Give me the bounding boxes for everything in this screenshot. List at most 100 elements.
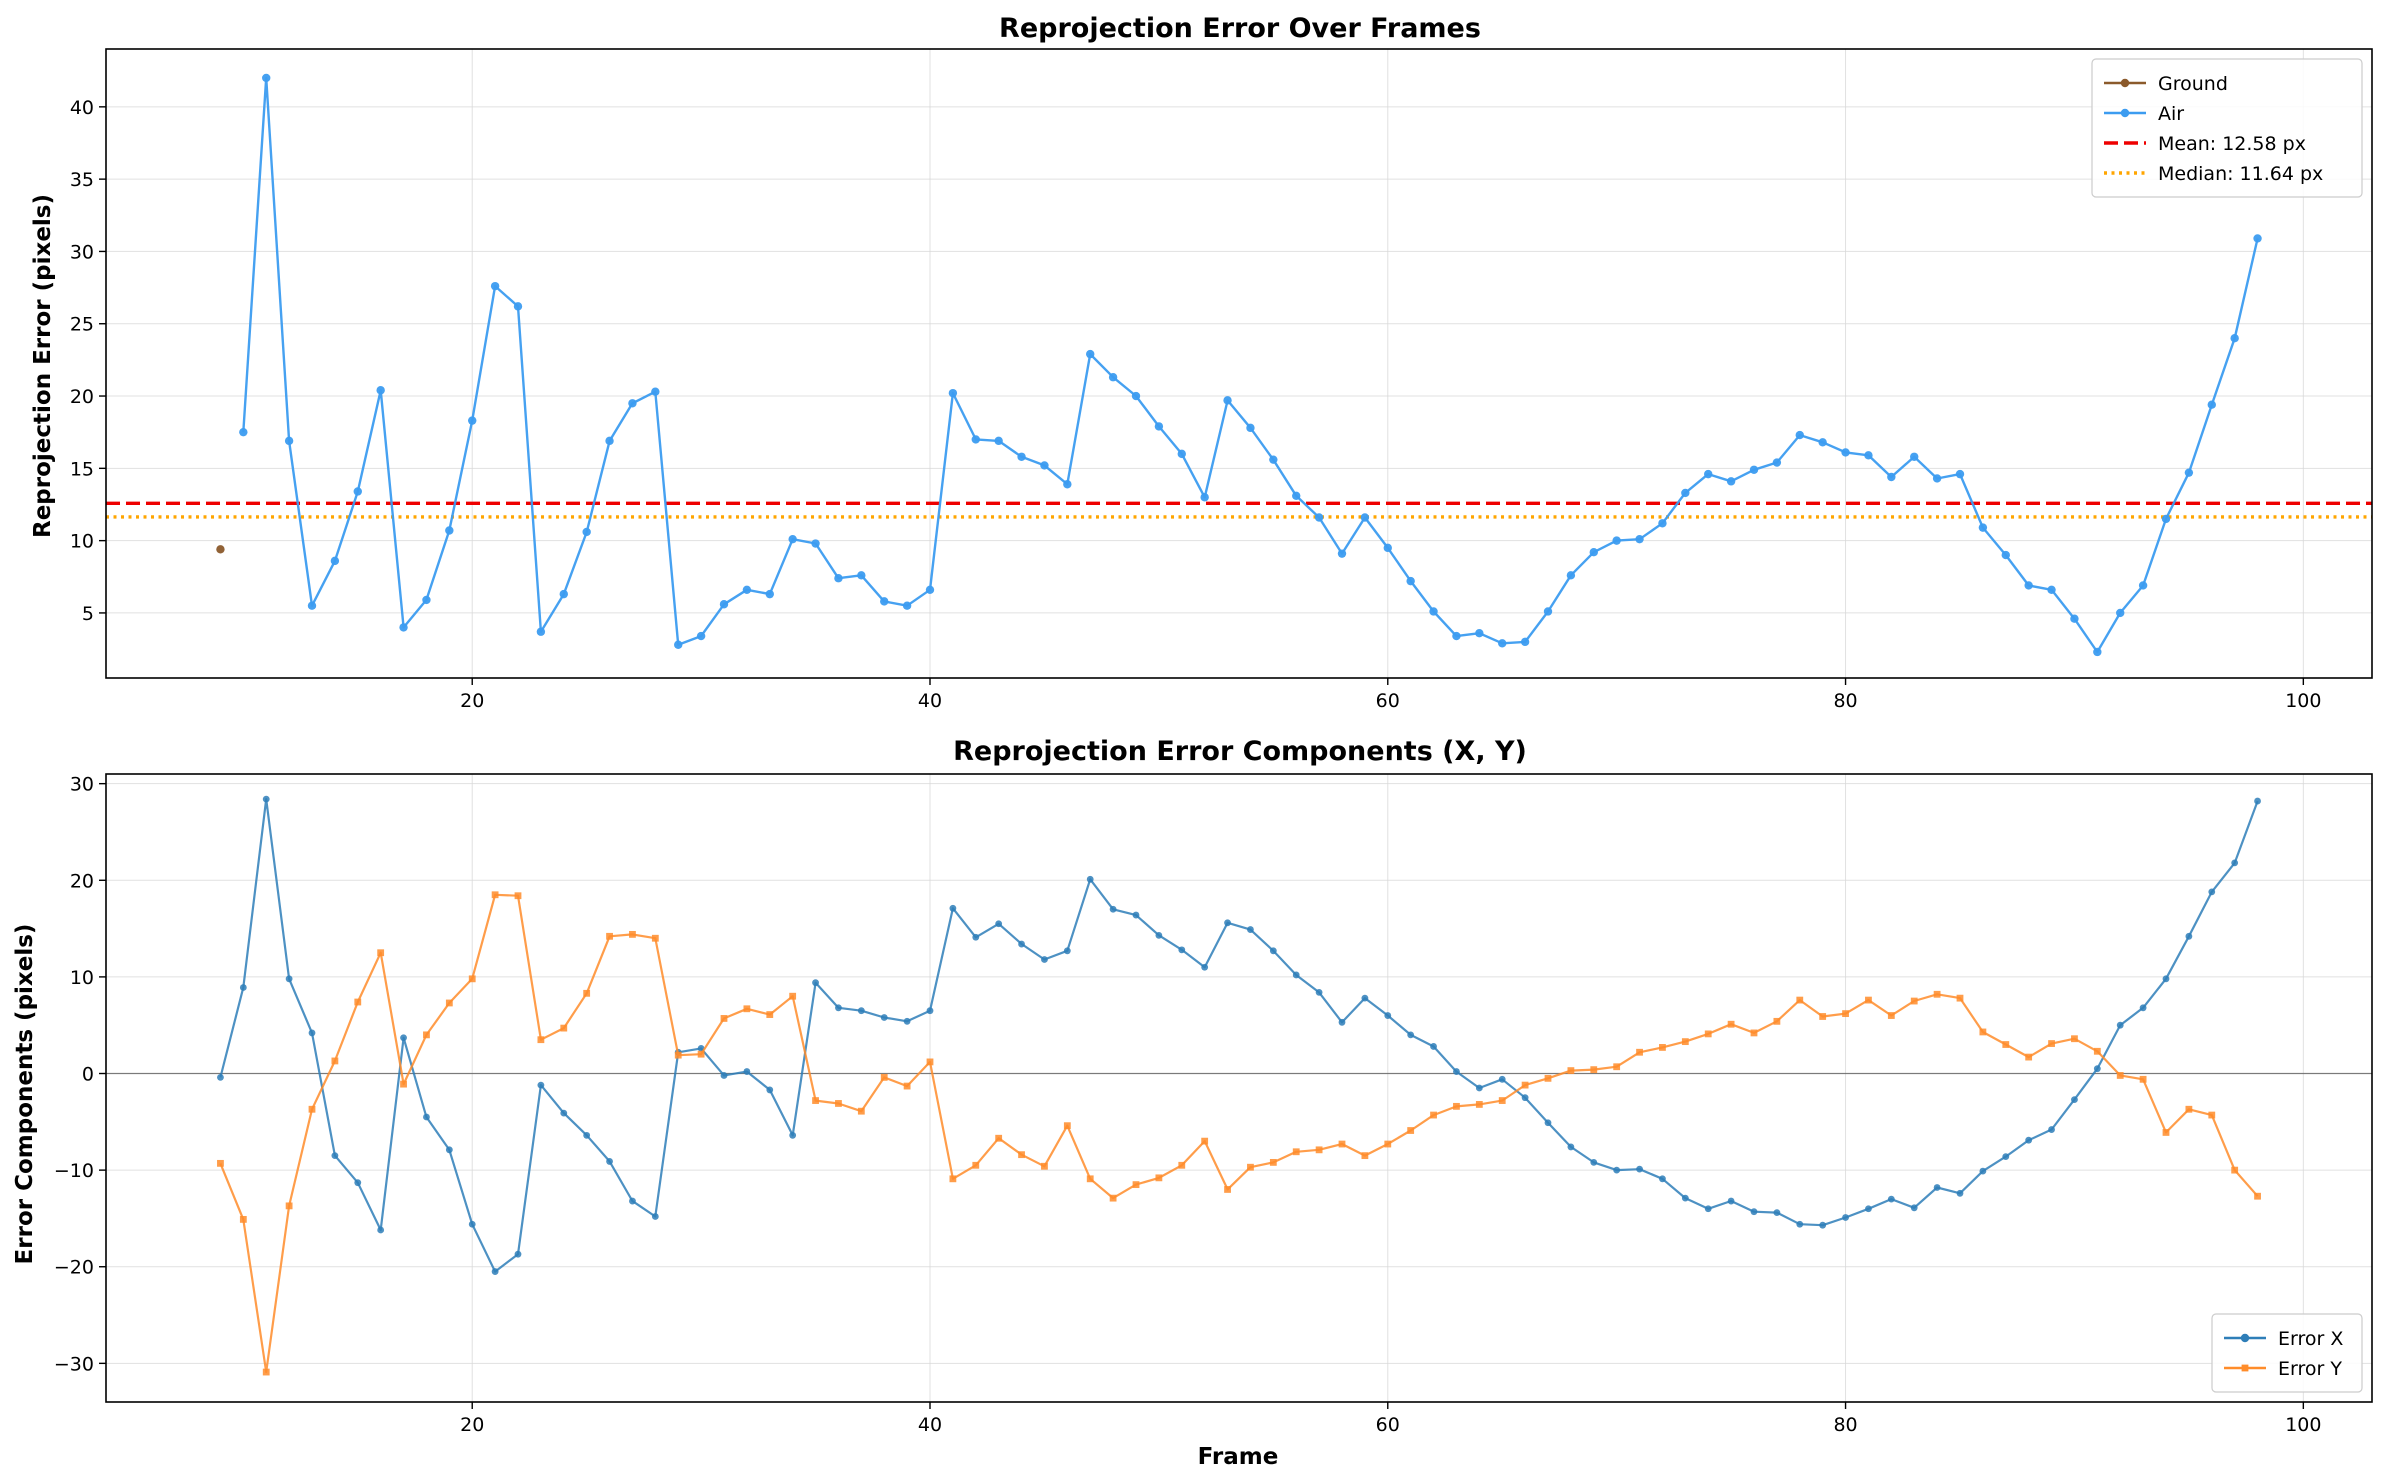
x-tick-label: 20 — [460, 690, 484, 712]
data-point — [1201, 963, 1209, 971]
y-tick-label: 35 — [70, 169, 94, 191]
data-point — [857, 1107, 865, 1115]
data-point — [285, 975, 293, 983]
data-point — [1796, 1220, 1804, 1228]
data-point — [1384, 1140, 1392, 1148]
data-point — [995, 1134, 1003, 1142]
y-tick-label: 30 — [70, 774, 94, 796]
data-point — [1407, 1031, 1415, 1039]
data-point — [949, 904, 957, 912]
legend-box — [2091, 58, 2363, 198]
data-point — [1956, 1189, 1964, 1197]
data-point — [1521, 1081, 1529, 1089]
data-point — [2185, 932, 2193, 940]
data-point — [742, 585, 752, 594]
data-point — [2093, 1047, 2101, 1055]
data-point — [1429, 607, 1438, 616]
data-point — [1681, 1194, 1689, 1202]
data-point — [1887, 1012, 1895, 1019]
data-point — [422, 595, 431, 605]
legend-label: Error X — [2278, 1328, 2343, 1350]
data-point — [2047, 585, 2056, 594]
data-point — [880, 1014, 888, 1021]
y-axis-label: Error Components (pixels) — [12, 924, 38, 1265]
x-tick-label: 100 — [2285, 690, 2321, 712]
legend-label: Median: 11.64 px — [2158, 163, 2323, 185]
data-point — [1750, 1208, 1758, 1216]
x-tick-label: 80 — [1833, 690, 1857, 712]
data-point — [330, 556, 340, 566]
data-point — [1749, 465, 1759, 474]
data-point — [1727, 1197, 1735, 1205]
y-tick-label: 40 — [70, 97, 94, 119]
data-point — [2116, 1021, 2124, 1029]
data-point — [400, 1080, 407, 1088]
data-point — [1842, 1010, 1849, 1018]
data-point — [1315, 988, 1323, 996]
data-point — [1910, 997, 1918, 1005]
data-point — [1109, 1194, 1117, 1202]
data-point — [1223, 396, 1232, 405]
data-point — [1292, 491, 1301, 501]
data-point — [307, 601, 317, 610]
data-point — [468, 416, 477, 425]
data-point — [651, 934, 659, 942]
data-point — [262, 1368, 270, 1376]
data-point — [1247, 926, 1254, 933]
y-tick-label: −10 — [54, 1160, 94, 1182]
data-point — [972, 933, 980, 941]
data-point — [1544, 1074, 1552, 1082]
data-point — [491, 1268, 499, 1275]
data-point — [1704, 1205, 1712, 1213]
data-point — [1338, 1140, 1346, 1148]
data-point — [1978, 523, 1988, 532]
data-point — [1956, 994, 1964, 1002]
legend-marker — [2120, 108, 2130, 118]
data-point — [2093, 1065, 2101, 1073]
data-point — [1979, 1028, 1987, 1036]
data-point — [2231, 1166, 2239, 1174]
data-point — [2184, 468, 2194, 477]
data-point — [2002, 1153, 2010, 1160]
data-point — [1566, 571, 1576, 580]
data-point — [743, 1068, 751, 1075]
legend-label: Error Y — [2278, 1358, 2342, 1380]
data-point — [1750, 1029, 1758, 1037]
data-point — [2116, 608, 2125, 618]
data-point — [2185, 1105, 2193, 1113]
data-point — [2138, 581, 2148, 590]
data-point — [1269, 455, 1278, 464]
data-point — [583, 1131, 591, 1139]
data-point — [1590, 1066, 1598, 1074]
data-point — [1841, 448, 1850, 457]
data-point — [1658, 519, 1667, 528]
data-point — [1955, 469, 1965, 479]
y-tick-label: 30 — [70, 241, 94, 263]
chart-panel-error-components: Reprojection Error Components (X, Y) Err… — [12, 736, 2373, 1470]
data-point — [1109, 905, 1117, 913]
data-point — [1773, 1017, 1781, 1025]
data-point — [1979, 1167, 1987, 1175]
data-point — [1453, 1102, 1460, 1110]
data-point — [720, 1072, 728, 1079]
data-point — [399, 623, 408, 632]
data-point — [766, 1011, 774, 1018]
data-point — [1681, 1038, 1689, 1046]
data-point — [1041, 956, 1048, 963]
data-point — [1819, 1013, 1827, 1020]
data-point — [491, 891, 499, 899]
data-point — [2048, 1126, 2055, 1133]
data-point — [674, 1051, 682, 1059]
data-point — [972, 1161, 980, 1169]
y-tick-label: 10 — [70, 531, 94, 553]
data-point — [1704, 1030, 1712, 1038]
data-point — [582, 527, 591, 537]
data-point — [1475, 1084, 1483, 1092]
data-point — [377, 949, 385, 957]
data-point — [490, 281, 500, 291]
data-point — [1063, 480, 1072, 489]
plot-area: 20 40 60 80 100 5 10 15 20 25 30 35 40 — [70, 48, 2373, 712]
x-tick-label: 20 — [460, 1414, 484, 1436]
legend-marker — [2240, 1333, 2250, 1343]
legend-label: Ground — [2158, 73, 2228, 95]
